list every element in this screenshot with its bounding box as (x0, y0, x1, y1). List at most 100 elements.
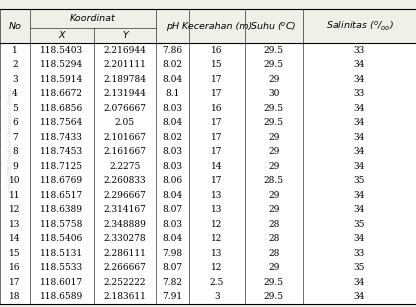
Text: 29: 29 (268, 162, 280, 171)
Text: 33: 33 (354, 46, 365, 55)
Text: 2.216944: 2.216944 (103, 46, 146, 55)
Bar (0, 145, 416, 159)
Text: 4: 4 (12, 89, 18, 98)
Text: 16: 16 (211, 104, 223, 113)
Text: pH: pH (166, 22, 179, 31)
Text: 118.6017: 118.6017 (40, 278, 83, 287)
Text: 17: 17 (211, 75, 223, 84)
Text: 33: 33 (354, 249, 365, 258)
Text: 8.04: 8.04 (163, 234, 183, 243)
Text: 118.5294: 118.5294 (40, 60, 83, 69)
Text: 34: 34 (354, 205, 365, 214)
Text: 2.076667: 2.076667 (103, 104, 146, 113)
Text: 17: 17 (211, 176, 223, 185)
Text: 118.7453: 118.7453 (40, 147, 83, 156)
Text: 2.314167: 2.314167 (103, 205, 146, 214)
Bar (0, 115, 416, 130)
Bar (0, 260, 416, 275)
Text: 2.348889: 2.348889 (103, 220, 146, 229)
Bar (0, 72, 416, 87)
Text: 2: 2 (12, 60, 18, 69)
Text: 34: 34 (354, 234, 365, 243)
Text: 2.201111: 2.201111 (103, 60, 146, 69)
Text: 14: 14 (211, 162, 223, 171)
Text: 7.91: 7.91 (163, 292, 183, 301)
Text: 15: 15 (211, 60, 223, 69)
Text: 118.5914: 118.5914 (40, 75, 83, 84)
Text: 11: 11 (9, 191, 21, 200)
Text: 29.5: 29.5 (264, 104, 284, 113)
Text: 7.82: 7.82 (163, 278, 183, 287)
Bar (0, 87, 416, 101)
Text: 2.286111: 2.286111 (103, 249, 146, 258)
Text: 34: 34 (354, 118, 365, 127)
Text: 118.5403: 118.5403 (40, 46, 83, 55)
Text: 12: 12 (211, 220, 223, 229)
Text: 2.252222: 2.252222 (104, 278, 146, 287)
Text: Koordinat: Koordinat (70, 14, 116, 23)
Bar (0, 246, 416, 260)
Text: 30: 30 (268, 89, 280, 98)
Text: 2.260833: 2.260833 (104, 176, 146, 185)
Text: 15: 15 (9, 249, 21, 258)
Text: X: X (59, 31, 65, 40)
Text: 34: 34 (354, 162, 365, 171)
Text: 7.98: 7.98 (163, 249, 183, 258)
Text: 17: 17 (9, 278, 21, 287)
Text: 118.6769: 118.6769 (40, 176, 83, 185)
Text: 118.6389: 118.6389 (40, 205, 83, 214)
Text: 118.5406: 118.5406 (40, 234, 83, 243)
Text: 1: 1 (12, 46, 18, 55)
Text: 118.5758: 118.5758 (40, 220, 84, 229)
Text: 29: 29 (268, 75, 280, 84)
Text: 2.101667: 2.101667 (103, 133, 146, 142)
Text: 28.5: 28.5 (264, 176, 284, 185)
Text: 8.07: 8.07 (163, 205, 183, 214)
Text: 34: 34 (354, 60, 365, 69)
Text: 8.03: 8.03 (163, 147, 183, 156)
Text: 8: 8 (12, 147, 18, 156)
Text: 16: 16 (211, 46, 223, 55)
Text: 2.183611: 2.183611 (103, 292, 146, 301)
Text: 118.6856: 118.6856 (40, 104, 83, 113)
Text: Suhu ($^o$C): Suhu ($^o$C) (250, 20, 297, 33)
Text: Y: Y (122, 31, 128, 40)
Text: 34: 34 (354, 191, 365, 200)
Bar (0, 130, 416, 145)
Text: 2.05: 2.05 (115, 118, 135, 127)
Text: 7: 7 (12, 133, 18, 142)
Text: 8.02: 8.02 (163, 133, 183, 142)
Text: 12: 12 (211, 263, 223, 272)
Text: 29: 29 (268, 263, 280, 272)
Text: 29.5: 29.5 (264, 278, 284, 287)
Text: 8.1: 8.1 (166, 89, 180, 98)
Text: 8.04: 8.04 (163, 191, 183, 200)
Text: 28: 28 (268, 234, 280, 243)
Text: Salinitas ($^o$/$_{oo}$): Salinitas ($^o$/$_{oo}$) (325, 19, 394, 33)
Text: 10: 10 (9, 176, 21, 185)
Text: 29: 29 (268, 147, 280, 156)
Text: 2.330278: 2.330278 (104, 234, 146, 243)
Text: 8.04: 8.04 (163, 118, 183, 127)
Text: 17: 17 (211, 89, 223, 98)
Text: 18: 18 (9, 292, 21, 301)
Text: 8.03: 8.03 (163, 162, 183, 171)
Text: 29: 29 (268, 205, 280, 214)
Text: 35: 35 (354, 263, 365, 272)
Text: 29.5: 29.5 (264, 60, 284, 69)
Text: 5: 5 (12, 104, 18, 113)
Bar (0, 290, 416, 304)
Text: 13: 13 (9, 220, 21, 229)
Text: 29.5: 29.5 (264, 292, 284, 301)
Text: 35: 35 (354, 176, 365, 185)
Bar (0, 188, 416, 203)
Text: 8.04: 8.04 (163, 75, 183, 84)
Text: 28: 28 (268, 220, 280, 229)
Text: 2.2275: 2.2275 (109, 162, 141, 171)
Text: 118.7564: 118.7564 (40, 118, 83, 127)
Text: 14: 14 (9, 234, 21, 243)
Text: 34: 34 (354, 147, 365, 156)
Text: 2.5: 2.5 (210, 278, 224, 287)
Text: 118.5533: 118.5533 (40, 263, 83, 272)
Bar (0, 173, 416, 188)
